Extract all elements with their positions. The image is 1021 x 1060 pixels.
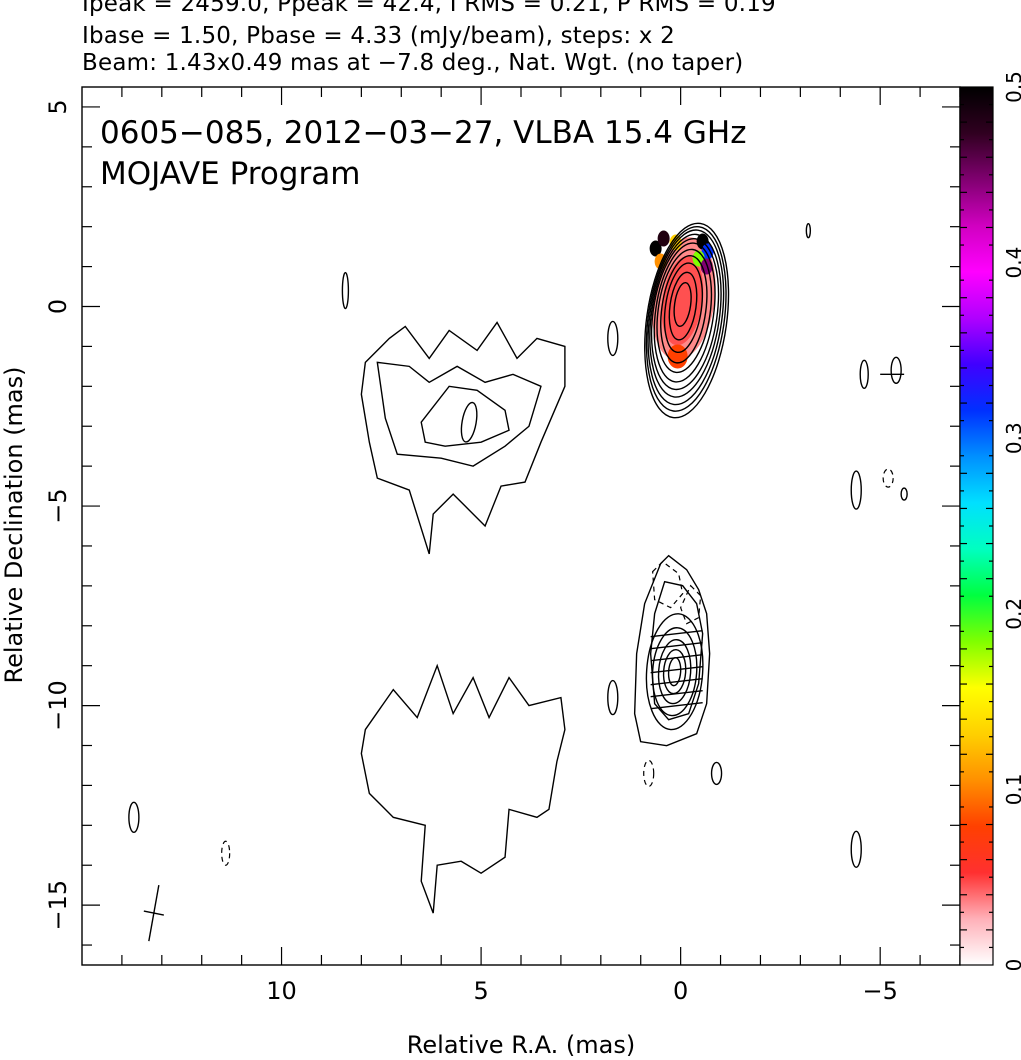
colorbar-tick-label: 0.5 bbox=[1002, 71, 1021, 103]
core-contour bbox=[650, 238, 720, 391]
sidelobe-upper-outer bbox=[360, 321, 566, 555]
isolated-contour bbox=[850, 470, 862, 510]
sidelobe-lower-outer bbox=[360, 663, 566, 914]
colorbar-ticks: 0 0.1 0.2 0.3 0.4 0.5 bbox=[960, 71, 1021, 971]
chart-subtitle: MOJAVE Program bbox=[100, 156, 360, 192]
negative-contour bbox=[221, 840, 231, 866]
isolated-contour bbox=[850, 830, 862, 868]
core-contour bbox=[660, 255, 708, 364]
pol-vector bbox=[650, 629, 703, 638]
core-contour bbox=[645, 225, 727, 412]
x-tick-label: 5 bbox=[473, 977, 488, 1005]
core-contour bbox=[649, 233, 722, 398]
core-contour bbox=[656, 248, 713, 374]
colorbar-tick-label: 0.1 bbox=[1002, 773, 1021, 805]
pol-vector bbox=[650, 641, 703, 650]
chart-title: 0605−085, 2012−03−27, VLBA 15.4 GHz bbox=[100, 115, 746, 151]
pol-vector bbox=[650, 665, 703, 674]
core-contour bbox=[668, 271, 698, 341]
header-line-1: Ipeak = 2459.0, Ppeak = 42.4, I RMS = 0.… bbox=[82, 0, 776, 17]
colorbar-tick-label: 0.2 bbox=[1002, 598, 1021, 630]
isolated-contour bbox=[805, 222, 812, 239]
core-pol-fill-rim bbox=[657, 230, 670, 247]
jet-knot-contour bbox=[657, 639, 692, 705]
x-tick-label: 0 bbox=[673, 977, 688, 1005]
core-pol-fill-rim bbox=[701, 243, 714, 260]
plot-frame bbox=[81, 86, 961, 966]
isolated-contour bbox=[710, 761, 723, 786]
colorbar bbox=[959, 86, 994, 966]
header-line-2: Ibase = 1.50, Pbase = 4.33 (mJy/beam), s… bbox=[82, 23, 675, 49]
core-contour bbox=[673, 281, 692, 328]
sidelobe-upper-mid bbox=[376, 361, 542, 467]
isolated-contour bbox=[900, 487, 908, 501]
y-tick-label: 5 bbox=[44, 99, 72, 114]
negative-contour bbox=[643, 759, 655, 788]
sidelobe-upper-inner bbox=[420, 385, 510, 447]
contour-map bbox=[128, 222, 908, 942]
isolated-contour bbox=[607, 320, 619, 357]
jet-knot-contour bbox=[645, 613, 704, 731]
colorbar-tick-label: 0.3 bbox=[1002, 422, 1021, 454]
header-line-3: Beam: 1.43x0.49 mas at −7.8 deg., Nat. W… bbox=[82, 50, 744, 76]
isolated-contour bbox=[128, 801, 140, 834]
y-axis-label: Relative Declination (mas) bbox=[0, 366, 28, 683]
colorbar-tick-label: 0 bbox=[1002, 959, 1021, 972]
jet-mid-contour bbox=[649, 580, 704, 721]
sidelobe-upper-core bbox=[460, 401, 478, 443]
core-contour bbox=[644, 222, 730, 419]
isolated-contour bbox=[341, 271, 350, 310]
x-tick-label: 10 bbox=[266, 977, 297, 1005]
pol-vector bbox=[650, 689, 703, 698]
isolated-contour bbox=[859, 359, 869, 390]
jet-knot-contour bbox=[662, 649, 687, 695]
y-tick-label: −5 bbox=[44, 488, 72, 523]
negative-contour bbox=[882, 468, 894, 488]
core-contour bbox=[653, 242, 716, 383]
y-tick-label: 0 bbox=[44, 299, 72, 314]
x-axis-label: Relative R.A. (mas) bbox=[407, 1031, 635, 1059]
y-tick-label: −10 bbox=[44, 680, 72, 731]
y-tick-label: −15 bbox=[44, 880, 72, 931]
jet-negative-contour bbox=[652, 560, 684, 609]
jet-knot-contour bbox=[651, 627, 698, 717]
beam-minor-axis bbox=[143, 910, 164, 916]
x-tick-label: −5 bbox=[862, 977, 897, 1005]
isolated-contour bbox=[607, 679, 619, 716]
core-contour bbox=[663, 262, 704, 354]
pol-vector bbox=[650, 677, 703, 686]
pol-vector bbox=[650, 701, 703, 710]
axis-ticks: 10 5 0 −5 5 0 −5 −10 −15 bbox=[44, 87, 961, 1005]
pol-vector bbox=[650, 653, 703, 662]
jet-negative-contour bbox=[679, 584, 702, 625]
core-pol-fill-rim bbox=[649, 240, 662, 257]
colorbar-tick-label: 0.4 bbox=[1002, 247, 1021, 279]
jet-outer-contour bbox=[633, 554, 711, 747]
core-contour bbox=[647, 229, 725, 406]
isolated-contour bbox=[890, 356, 902, 385]
